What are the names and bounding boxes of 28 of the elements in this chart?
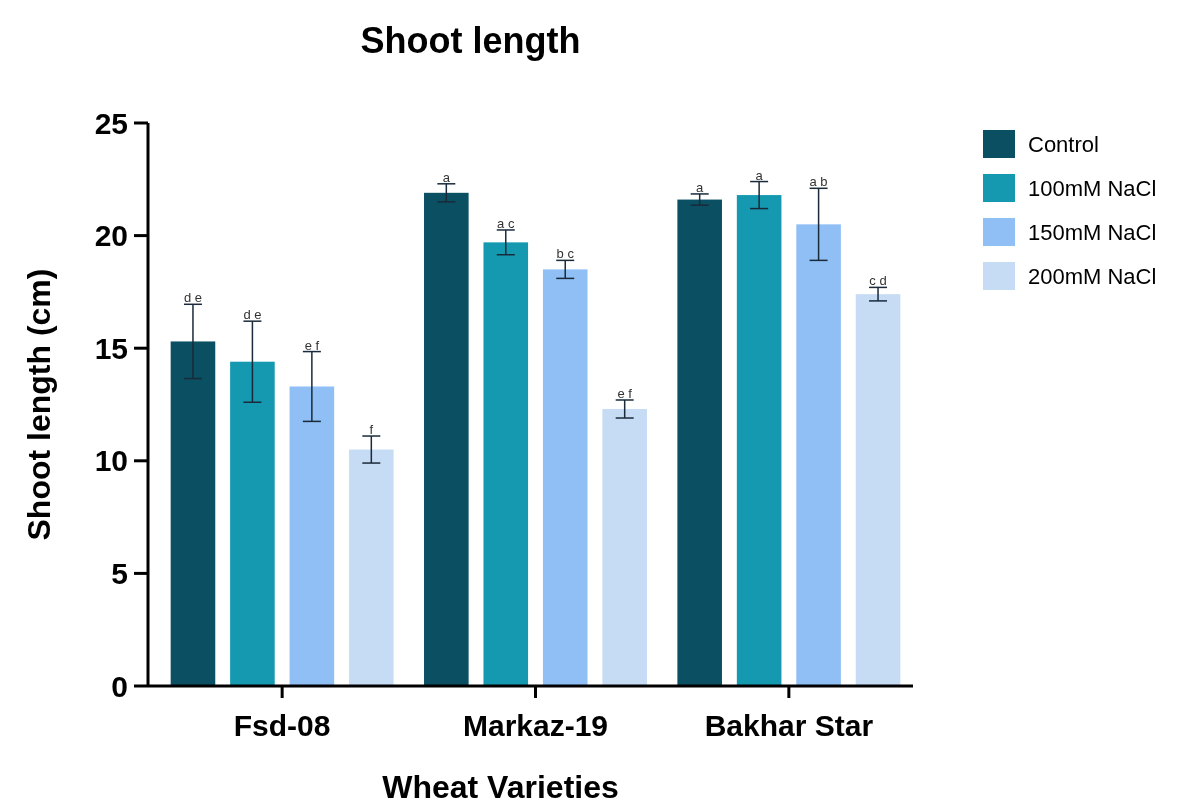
y-tick-label: 20 [94,219,128,253]
data-label: f [369,422,374,438]
y-axis-title: Shoot length (cm) [21,268,57,541]
data-label: d e [243,307,262,323]
x-tick-label: Bakhar Star [704,709,874,742]
data-label: d e [183,290,202,306]
x-tick-label: Fsd-08 [233,709,331,742]
legend-label: 150mM NaCl [1028,219,1157,245]
data-label: a b [809,174,828,190]
y-tick-label: 5 [111,556,128,590]
y-tick-label: 25 [94,106,128,140]
y-tick-label: 0 [111,669,128,703]
data-label: a [442,169,451,185]
legend-label: 100mM NaCl [1028,175,1157,201]
data-label: a [696,179,705,195]
data-label: e f [304,337,320,353]
data-label: a [755,167,764,183]
x-axis-title: Wheat Varieties [382,769,619,805]
data-label: c d [869,273,887,289]
y-tick-label: 10 [94,444,128,478]
data-label: b c [556,246,575,262]
legend-label: Control [1028,131,1099,157]
x-tick-label: Markaz-19 [462,709,609,742]
data-label: e f [617,386,633,401]
chart-title: Shoot length [360,20,581,61]
y-tick-label: 15 [94,331,128,365]
data-label: a c [497,215,515,231]
legend-label: 200mM NaCl [1028,263,1157,289]
